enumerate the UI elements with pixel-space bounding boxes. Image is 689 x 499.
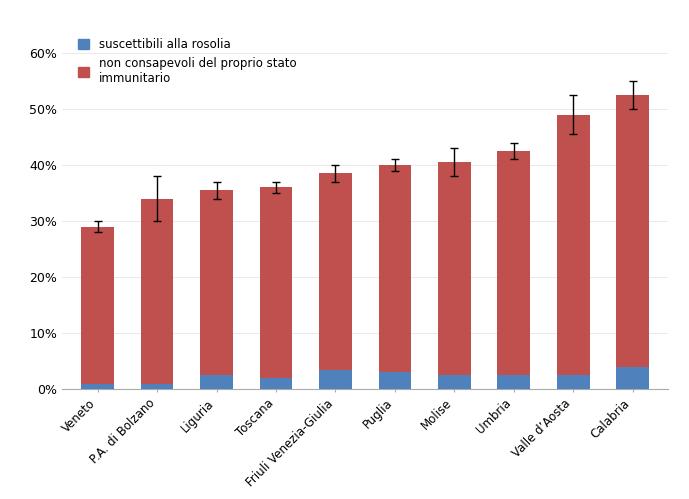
Bar <box>438 375 471 389</box>
Bar <box>557 115 590 375</box>
Bar <box>378 165 411 372</box>
Bar <box>319 174 352 370</box>
Bar <box>141 199 174 384</box>
Bar <box>260 188 292 378</box>
Bar <box>497 375 530 389</box>
Bar <box>617 367 649 389</box>
Bar <box>378 372 411 389</box>
Bar <box>200 375 233 389</box>
Bar <box>81 384 114 389</box>
Bar <box>557 375 590 389</box>
Bar <box>497 151 530 375</box>
Bar <box>319 370 352 389</box>
Bar <box>438 162 471 375</box>
Bar <box>617 95 649 367</box>
Bar <box>81 227 114 384</box>
Bar <box>260 378 292 389</box>
Legend: suscettibili alla rosolia, non consapevoli del proprio stato
immunitario: suscettibili alla rosolia, non consapevo… <box>74 34 300 88</box>
Bar <box>141 384 174 389</box>
Bar <box>200 190 233 375</box>
